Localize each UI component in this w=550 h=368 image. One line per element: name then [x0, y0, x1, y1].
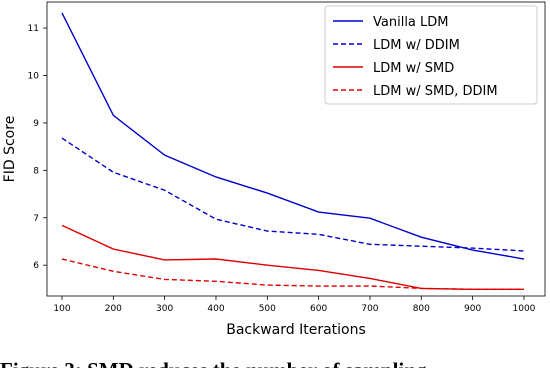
- x-tick-label: 900: [464, 304, 481, 314]
- y-tick-label: 8: [33, 166, 39, 176]
- x-tick-label: 200: [105, 304, 122, 314]
- figure-caption: Figure 3: SMD reduces the number of samp…: [0, 358, 427, 368]
- legend-label: LDM w/ SMD, DDIM: [373, 84, 498, 99]
- legend-label: LDM w/ SMD: [373, 61, 454, 76]
- y-tick-label: 11: [28, 24, 39, 34]
- plot-frame: [46, 1, 546, 297]
- x-tick-label: 600: [310, 304, 327, 314]
- x-tick-label: 800: [413, 304, 430, 314]
- x-tick-label: 1000: [513, 304, 536, 314]
- legend-label: LDM w/ DDIM: [373, 38, 460, 53]
- line: [61, 224, 524, 291]
- x-tick-label: 400: [207, 304, 224, 314]
- x-axis-label: Backward Iterations: [226, 322, 366, 338]
- x-tick-label: 100: [53, 304, 70, 314]
- y-tick-label: 7: [33, 214, 39, 224]
- legend-box: [324, 5, 538, 105]
- x-tick-label: 700: [361, 304, 378, 314]
- legend-label: Vanilla LDM: [373, 15, 449, 30]
- y-tick-label: 10: [28, 72, 40, 82]
- y-axis-label: FID Score: [2, 116, 18, 183]
- line: [61, 137, 524, 252]
- x-tick-label: 300: [156, 304, 173, 314]
- line: [61, 258, 524, 291]
- y-tick-label: 6: [33, 261, 39, 271]
- line: [61, 12, 525, 260]
- x-tick-label: 500: [259, 304, 276, 314]
- y-tick-label: 9: [33, 119, 39, 129]
